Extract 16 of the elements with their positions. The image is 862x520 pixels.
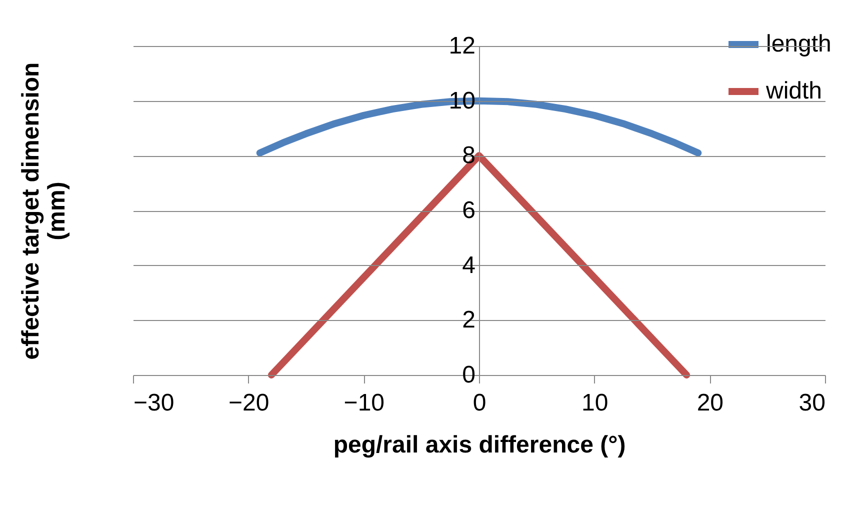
y-axis-title: effective target dimension (mm) (18, 62, 70, 360)
y-tick-label: 4 (462, 252, 476, 279)
x-tick-label: −10 (344, 390, 385, 416)
x-tick-label: 20 (696, 390, 724, 416)
x-tick-label: 30 (798, 390, 826, 416)
y-tick-label: 8 (462, 142, 476, 170)
legend-label: length (766, 30, 832, 58)
x-tick-label: 10 (581, 390, 608, 416)
x-tick-label: −20 (228, 390, 270, 416)
y-tick-label: 6 (462, 197, 476, 224)
y-tick-label: 2 (462, 306, 476, 334)
y-tick-label: 0 (462, 362, 476, 388)
x-tick-label: −30 (134, 390, 174, 416)
x-axis-title: peg/rail axis difference (°) (333, 432, 626, 458)
y-tick-label: 12 (448, 32, 476, 60)
legend-label: width (765, 78, 822, 104)
